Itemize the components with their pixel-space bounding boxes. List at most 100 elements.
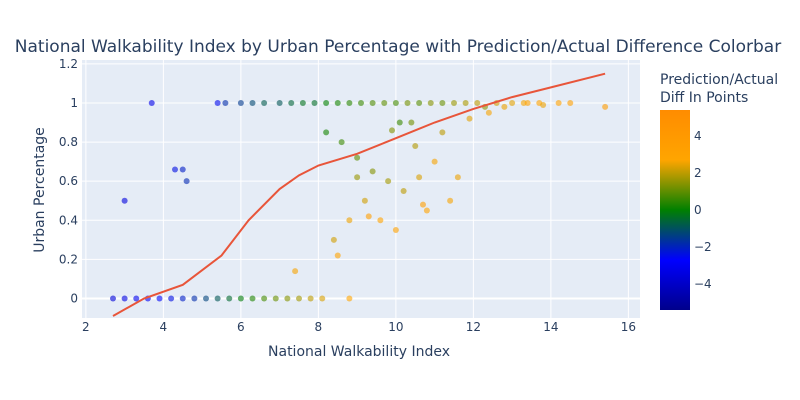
colorbar-tick-label: −2	[694, 240, 712, 254]
x-tick-label: 12	[466, 320, 481, 334]
scatter-point	[427, 100, 434, 106]
x-tick-label: 14	[543, 320, 558, 334]
scatter-point	[214, 100, 221, 106]
colorbar-tick-label: 2	[694, 166, 702, 180]
scatter-point	[346, 100, 353, 106]
x-tick-label: 6	[237, 320, 245, 334]
scatter-point	[249, 295, 256, 302]
scatter-point	[226, 295, 233, 302]
x-axis-title: National Walkability Index	[268, 344, 450, 360]
x-tick-label: 8	[315, 320, 323, 334]
scatter-point	[261, 295, 268, 302]
scatter-point	[288, 100, 295, 106]
scatter-point	[439, 129, 446, 136]
scatter-point	[485, 109, 492, 116]
scatter-point	[567, 100, 574, 106]
scatter-point	[323, 129, 330, 136]
scatter-point	[404, 100, 411, 106]
scatter-point	[540, 101, 547, 108]
plot-background	[82, 60, 640, 318]
scatter-point	[346, 295, 353, 302]
y-tick-label: 0.8	[59, 135, 78, 149]
colorbar-tick-label: −4	[694, 277, 712, 291]
y-tick-labels: 0 0.2 0.4 0.6 0.8 1 1.2	[59, 57, 78, 306]
colorbar	[660, 110, 690, 310]
x-tick-label: 16	[621, 320, 636, 334]
scatter-point	[408, 119, 415, 126]
y-axis-title: Urban Percentage	[32, 127, 48, 253]
x-tick-label: 4	[160, 320, 168, 334]
scatter-point	[261, 100, 268, 106]
scatter-point	[214, 295, 221, 302]
scatter-point	[361, 197, 368, 204]
scatter-point	[392, 227, 399, 234]
scatter-point	[334, 252, 341, 259]
scatter-point	[466, 115, 473, 122]
scatter-point	[334, 100, 341, 106]
scatter-point	[431, 158, 438, 165]
scatter-point	[156, 295, 163, 302]
scatter-point	[420, 201, 426, 208]
scatter-point	[133, 295, 140, 302]
y-tick-label: 0.6	[59, 174, 78, 188]
x-tick-label: 10	[388, 320, 403, 334]
scatter-point	[172, 166, 178, 173]
scatter-point	[555, 100, 562, 106]
x-tick-label: 2	[82, 320, 90, 334]
scatter-point	[358, 100, 364, 106]
scatter-point	[474, 100, 481, 106]
scatter-point	[439, 100, 446, 106]
scatter-point	[284, 295, 291, 302]
scatter-point	[110, 295, 116, 302]
scatter-point	[385, 178, 392, 185]
colorbar-tick-label: 4	[694, 129, 702, 143]
scatter-point	[183, 178, 190, 185]
scatter-point	[237, 100, 244, 106]
scatter-point	[389, 127, 395, 134]
scatter-point	[292, 268, 299, 275]
scatter-point	[501, 103, 508, 110]
scatter-point	[509, 100, 516, 106]
scatter-point	[396, 119, 403, 126]
scatter-point	[462, 100, 469, 106]
scatter-point	[311, 100, 318, 106]
scatter-point	[191, 295, 198, 302]
scatter-point	[354, 174, 361, 181]
scatter-point	[447, 197, 454, 204]
scatter-point	[416, 100, 423, 106]
scatter-point	[179, 295, 186, 302]
scatter-point	[272, 295, 279, 302]
scatter-point	[369, 168, 376, 175]
scatter-point	[412, 143, 419, 149]
colorbar-title-line2: Diff In Points	[660, 90, 748, 106]
scatter-point	[203, 295, 209, 302]
scatter-point	[369, 100, 376, 106]
scatter-points	[110, 100, 609, 302]
scatter-point	[346, 217, 353, 224]
colorbar-tick-label: 0	[694, 203, 702, 217]
scatter-point	[330, 236, 337, 243]
scatter-point	[338, 139, 345, 146]
scatter-point	[148, 100, 155, 106]
scatter-point	[307, 295, 314, 302]
scatter-point	[276, 100, 283, 106]
scatter-point	[365, 213, 372, 220]
chart-title: National Walkability Index by Urban Perc…	[15, 37, 781, 57]
scatter-point	[416, 174, 423, 181]
scatter-point	[400, 187, 407, 194]
scatter-point	[524, 100, 531, 106]
trend-line	[112, 72, 606, 317]
scatter-point	[299, 100, 306, 106]
scatter-point	[602, 103, 609, 110]
scatter-point	[392, 100, 399, 106]
scatter-point	[168, 295, 175, 302]
scatter-point	[451, 100, 457, 106]
scatter-point	[249, 100, 256, 106]
y-tick-label: 0.2	[59, 252, 78, 266]
scatter-point	[423, 207, 430, 214]
scatter-point	[121, 295, 128, 302]
scatter-point	[222, 100, 229, 106]
scatter-point	[237, 295, 244, 302]
scatter-point	[323, 100, 330, 106]
